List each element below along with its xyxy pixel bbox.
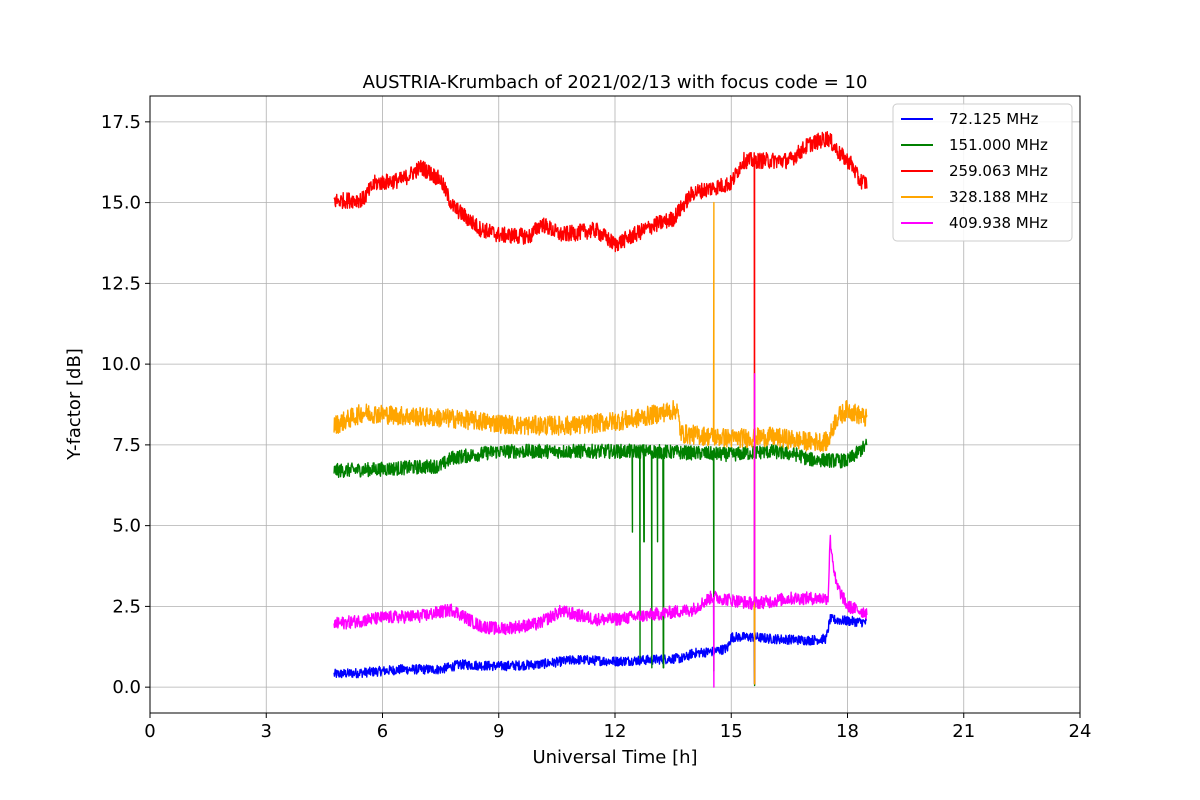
x-tick-label: 24	[1069, 721, 1092, 742]
legend-label: 328.188 MHz	[949, 188, 1048, 206]
x-tick-label: 3	[261, 721, 272, 742]
x-tick-label: 15	[720, 721, 743, 742]
series-line	[333, 201, 868, 685]
y-tick-label: 0.0	[112, 677, 141, 698]
legend-label: 72.125 MHz	[949, 110, 1038, 128]
series-line	[333, 131, 868, 685]
chart-title: AUSTRIA-Krumbach of 2021/02/13 with focu…	[363, 72, 868, 93]
series-line	[333, 373, 868, 688]
x-tick-label: 18	[836, 721, 859, 742]
y-tick-label: 5.0	[112, 516, 141, 537]
x-axis-label: Universal Time [h]	[532, 747, 697, 768]
series-line	[333, 438, 868, 687]
x-tick-label: 0	[144, 721, 155, 742]
x-axis: 0 3 6 9 12 15 18 21 24	[144, 713, 1091, 742]
y-axis-label: Y-factor [dB]	[64, 348, 85, 461]
x-tick-label: 12	[604, 721, 627, 742]
y-tick-label: 10.0	[101, 354, 141, 375]
y-tick-label: 17.5	[101, 112, 141, 133]
y-tick-label: 12.5	[101, 273, 141, 294]
legend-label: 259.063 MHz	[949, 162, 1048, 180]
x-tick-label: 9	[493, 721, 504, 742]
legend-label: 151.000 MHz	[949, 136, 1048, 154]
y-tick-label: 15.0	[101, 193, 141, 214]
x-tick-label: 6	[377, 721, 388, 742]
x-tick-label: 21	[952, 721, 975, 742]
y-axis: 0.0 2.5 5.0 7.5 10.0 12.5 15.0 17.5	[101, 112, 150, 698]
y-tick-label: 2.5	[112, 596, 141, 617]
legend: 72.125 MHz 151.000 MHz 259.063 MHz 328.188 …	[892, 103, 1073, 242]
legend-label: 409.938 MHz	[949, 214, 1048, 232]
y-tick-label: 7.5	[112, 435, 141, 456]
series-line	[333, 613, 868, 685]
plot-area	[333, 131, 868, 688]
legend-box	[892, 103, 1073, 242]
